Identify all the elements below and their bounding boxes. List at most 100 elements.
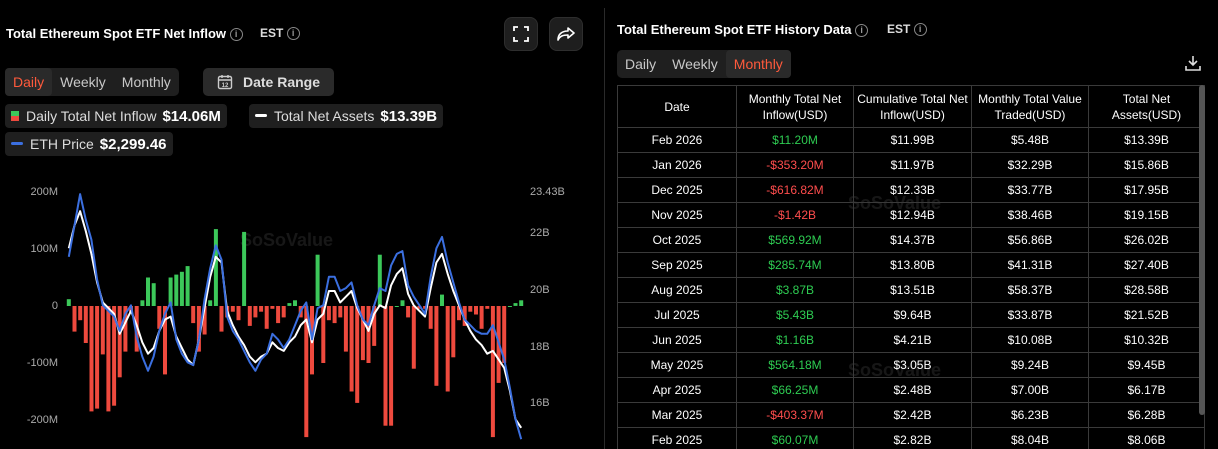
inflow-bar[interactable] [355,306,360,403]
info-icon[interactable]: i [229,28,243,42]
fullscreen-button[interactable] [504,17,538,51]
tab-daily[interactable]: Daily [625,56,657,72]
legend-net-inflow[interactable]: Daily Total Net Inflow $14.06M [5,104,227,128]
inflow-bar[interactable] [100,306,105,355]
legend-eth-price[interactable]: ETH Price $2,299.46 [5,132,173,156]
inflow-bar[interactable] [343,306,348,352]
inflow-bar[interactable] [490,306,495,438]
inflow-bar[interactable] [366,306,371,363]
inflow-bar[interactable] [219,306,224,332]
col-header-traded[interactable]: Monthly Total Value Traded(USD) [970,85,1089,128]
inflow-bar[interactable] [451,306,456,358]
inflow-bar[interactable] [417,306,422,309]
inflow-bar[interactable] [457,306,461,321]
col-header-inflow[interactable]: Monthly Total Net Inflow(USD) [736,85,854,128]
inflow-bar[interactable] [281,306,286,318]
inflow-bar[interactable] [242,231,247,306]
inflow-bar[interactable] [440,294,444,306]
inflow-bar[interactable] [377,254,382,306]
tab-monthly[interactable]: Monthly [725,50,791,78]
inflow-bar[interactable] [332,306,337,324]
inflow-bar[interactable] [293,300,297,306]
tab-weekly[interactable]: Weekly [60,74,106,90]
col-header-cumulative[interactable]: Cumulative Total Net Inflow(USD) [852,85,972,128]
legend-net-assets[interactable]: Total Net Assets $13.39B [249,104,444,128]
inflow-bar[interactable] [95,306,100,409]
inflow-bar[interactable] [163,306,167,375]
info-icon[interactable]: i [913,23,927,37]
inflow-bar[interactable] [151,283,156,306]
inflow-bar[interactable] [315,254,320,306]
inflow-bar[interactable] [468,306,473,312]
inflow-bar[interactable] [383,306,388,426]
inflow-bar[interactable] [406,306,411,318]
eth-price-line[interactable] [67,193,523,440]
inflow-bar[interactable] [78,306,83,321]
inflow-bar[interactable] [411,306,416,369]
inflow-bar[interactable] [276,306,281,324]
inflow-bar[interactable] [134,306,139,352]
inflow-bar[interactable] [123,306,128,352]
inflow-bar[interactable] [140,300,145,306]
inflow-bar[interactable] [502,306,507,363]
inflow-bar[interactable] [445,306,450,392]
inflow-bar[interactable] [253,306,258,318]
inflow-bar[interactable] [185,266,190,306]
inflow-bar[interactable] [230,306,235,312]
inflow-bar[interactable] [264,306,269,329]
inflow-bar[interactable] [174,274,179,306]
inflow-bar[interactable] [202,306,207,335]
inflow-bar[interactable] [89,306,94,412]
inflow-bar[interactable] [72,306,77,332]
inflow-bar[interactable] [196,306,201,352]
download-button[interactable] [1184,54,1202,77]
inflow-bar[interactable] [474,306,478,315]
inflow-bar[interactable] [157,306,162,329]
inflow-bar[interactable] [168,277,173,307]
inflow-bar[interactable] [66,299,71,306]
info-icon[interactable]: i [855,24,869,38]
inflow-bar[interactable] [338,306,343,318]
inflow-bar[interactable] [321,306,326,363]
inflow-bar[interactable] [106,306,111,412]
inflow-bar[interactable] [112,306,117,406]
inflow-bar[interactable] [287,303,292,306]
tab-weekly[interactable]: Weekly [672,56,718,72]
inflow-bar[interactable] [389,306,394,426]
inflow-bar[interactable] [213,229,218,306]
inflow-bar[interactable] [513,303,518,306]
col-header-date[interactable]: Date [617,85,737,128]
tab-monthly[interactable]: Monthly [121,74,171,90]
share-button[interactable] [549,17,583,51]
table-scrollbar[interactable] [1199,85,1205,415]
inflow-bar[interactable] [479,306,484,329]
inflow-bar[interactable] [270,306,275,309]
inflow-bar[interactable] [360,306,365,361]
inflow-bar[interactable] [304,306,309,438]
col-header-assets[interactable]: Total Net Assets(USD) [1087,85,1206,128]
inflow-bar[interactable] [462,306,467,326]
date-range-button[interactable]: 12 Date Range [203,68,334,96]
inflow-bar[interactable] [117,306,122,378]
net-assets-line[interactable] [67,210,523,429]
inflow-bar[interactable] [191,306,196,324]
inflow-bar[interactable] [519,300,524,306]
info-icon[interactable]: i [286,27,300,41]
inflow-bar[interactable] [485,306,490,309]
inflow-bar[interactable] [428,306,433,329]
inflow-bar[interactable] [372,306,377,346]
tab-daily[interactable]: Daily [5,68,53,96]
inflow-bar[interactable] [349,306,354,392]
inflow-bar[interactable] [434,306,439,386]
inflow-bar[interactable] [400,300,405,306]
inflow-bar[interactable] [83,306,88,343]
inflow-bar[interactable] [259,306,264,312]
inflow-bar[interactable] [394,306,399,307]
inflow-bar[interactable] [146,277,150,307]
inflow-bar[interactable] [236,306,241,321]
inflow-bar[interactable] [326,306,331,321]
inflow-bar[interactable] [507,306,512,307]
inflow-bar[interactable] [208,300,213,306]
inflow-bar[interactable] [179,271,184,306]
inflow-bar[interactable] [247,306,252,326]
